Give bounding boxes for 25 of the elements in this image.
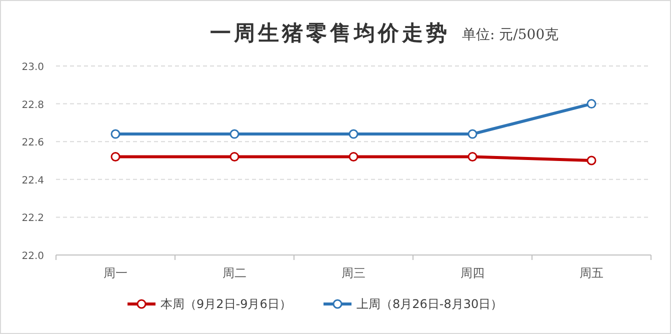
y-tick-label: 22.6: [22, 138, 44, 149]
chart-title: 一周生猪零售均价走势: [210, 20, 450, 45]
point: [468, 129, 478, 139]
point: [230, 129, 240, 139]
legend-label: 上周（8月26日-8月30日）: [356, 297, 503, 311]
y-tick-label: 22.2: [22, 213, 44, 224]
point: [230, 152, 240, 162]
legend-label: 本周（9月2日-9月6日）: [160, 297, 292, 311]
y-tick-label: 22.8: [22, 100, 44, 111]
x-tick-label: 周四: [460, 266, 484, 280]
point: [348, 152, 358, 162]
point: [586, 156, 596, 166]
x-tick-label: 周一: [104, 266, 128, 280]
chart-subtitle: 单位: 元/500克: [462, 27, 559, 43]
x-tick-label: 周三: [342, 266, 366, 280]
x-tick-label: 周二: [222, 266, 246, 280]
y-tick-label: 22.4: [22, 175, 44, 186]
point: [110, 152, 120, 162]
point: [586, 99, 596, 109]
y-tick-label: 22.0: [22, 251, 44, 262]
point: [468, 152, 478, 162]
y-tick-label: 23.0: [22, 62, 44, 73]
point: [110, 129, 120, 139]
point: [348, 129, 358, 139]
x-tick-label: 周五: [580, 266, 604, 280]
